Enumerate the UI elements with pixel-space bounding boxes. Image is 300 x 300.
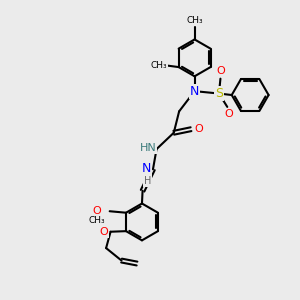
Text: O: O [100,227,108,237]
Text: H: H [144,176,152,186]
Text: CH₃: CH₃ [186,16,203,25]
Text: O: O [224,109,233,119]
Text: O: O [93,206,102,216]
Text: O: O [194,124,203,134]
Text: HN: HN [140,143,157,153]
Text: CH₃: CH₃ [151,61,167,70]
Text: S: S [215,87,223,100]
Text: CH₃: CH₃ [89,216,106,225]
Text: O: O [216,66,225,76]
Text: N: N [142,162,151,175]
Text: N: N [190,85,199,98]
